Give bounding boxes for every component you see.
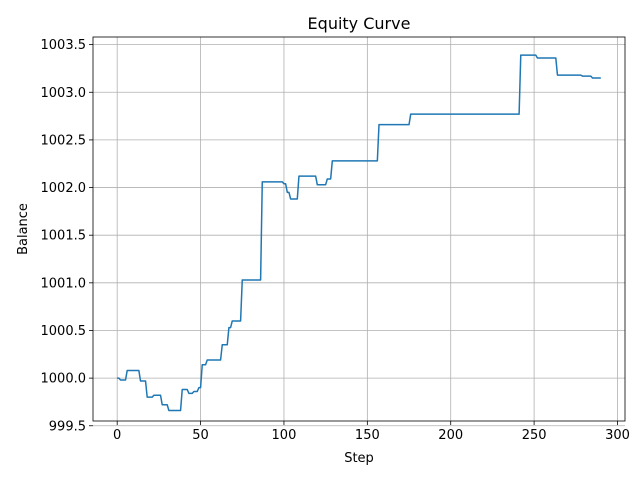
x-axis-ticks: 0 50 100 150 200 250 300 <box>113 421 630 443</box>
y-tick-label: 1000.5 <box>41 324 87 339</box>
y-tick-label: 1003.0 <box>41 86 87 101</box>
y-axis-ticks: 999.5 1000.0 1000.5 1001.0 1001.5 1002.0 1002.… <box>41 38 93 434</box>
chart-title: Equity Curve <box>308 14 411 33</box>
x-tick-label: 250 <box>522 428 547 443</box>
x-tick-label: 200 <box>438 428 463 443</box>
x-tick-label: 150 <box>355 428 380 443</box>
y-tick-label: 1000.0 <box>41 372 87 387</box>
y-axis-label: Balance <box>16 203 31 255</box>
y-tick-label: 1002.0 <box>41 181 87 196</box>
equity-series-line <box>117 54 601 412</box>
x-tick-label: 0 <box>113 428 121 443</box>
y-tick-label: 1002.5 <box>41 133 87 148</box>
y-tick-label: 1003.5 <box>41 38 87 53</box>
y-tick-label: 999.5 <box>49 419 86 434</box>
y-tick-label: 1001.0 <box>41 276 87 291</box>
x-tick-label: 300 <box>605 428 630 443</box>
grid-lines <box>93 37 625 427</box>
x-axis-label: Step <box>344 451 374 466</box>
x-tick-label: 50 <box>192 428 209 443</box>
plot-frame <box>92 36 626 422</box>
x-tick-label: 100 <box>272 428 297 443</box>
y-tick-label: 1001.5 <box>41 229 87 244</box>
